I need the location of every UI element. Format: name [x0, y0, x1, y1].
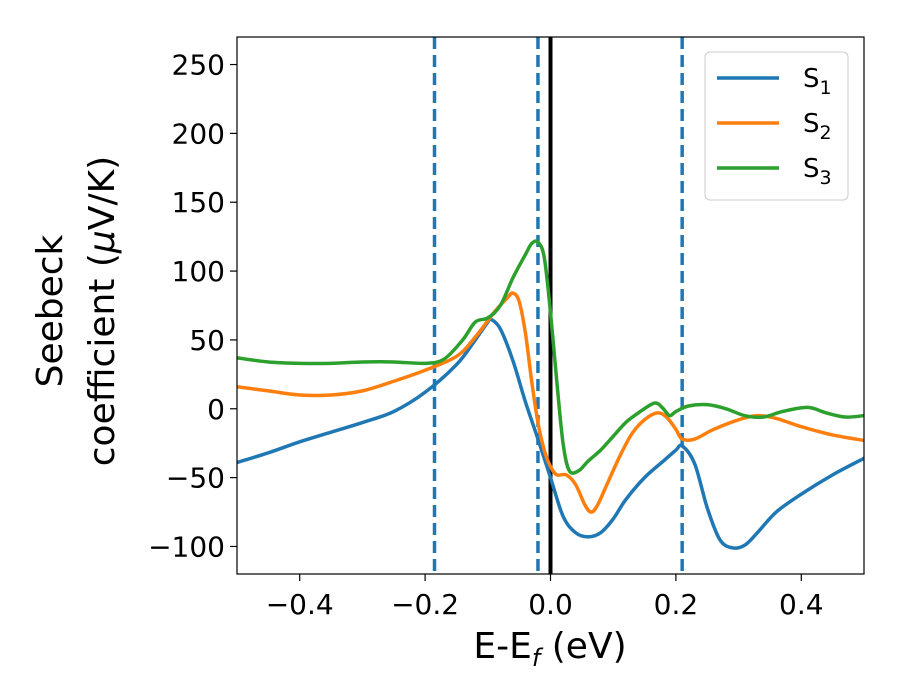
x-tick-label: 0.4: [779, 588, 824, 621]
y-axis-label-line2: coefficient (μV/K): [82, 156, 123, 466]
y-tick-label: 50: [189, 324, 225, 357]
x-axis-label: E-Ef (eV): [473, 626, 626, 672]
series-line-s1: [237, 316, 864, 550]
y-tick-label: 250: [172, 49, 225, 82]
x-tick-label: −0.2: [391, 588, 459, 621]
x-tick-label: 0.0: [528, 588, 573, 621]
y-tick-label: 200: [172, 117, 225, 150]
y-tick-label: −50: [166, 462, 225, 495]
y-axis-label-line1: Seebeck: [30, 234, 71, 387]
x-tick-label: 0.2: [654, 588, 699, 621]
y-tick-label: 100: [172, 255, 225, 288]
legend: S1 S2 S3: [704, 51, 849, 201]
y-tick-label: 150: [172, 186, 225, 219]
y-axis-ticks: −100 −50 0 50 100 150 200 250: [148, 49, 237, 563]
legend-label-s1: S1: [803, 64, 832, 99]
y-tick-label: −100: [148, 530, 225, 563]
x-tick-label: −0.4: [266, 588, 334, 621]
y-tick-label: 0: [207, 393, 225, 426]
legend-label-s3: S3: [803, 154, 832, 189]
series-line-s3: [237, 239, 864, 475]
series-line-s2: [237, 291, 864, 514]
legend-label-s2: S2: [803, 109, 832, 144]
data-series: [237, 239, 864, 550]
x-axis-ticks: −0.4 −0.2 0.0 0.2 0.4: [266, 574, 824, 621]
legend-box: [704, 51, 849, 201]
